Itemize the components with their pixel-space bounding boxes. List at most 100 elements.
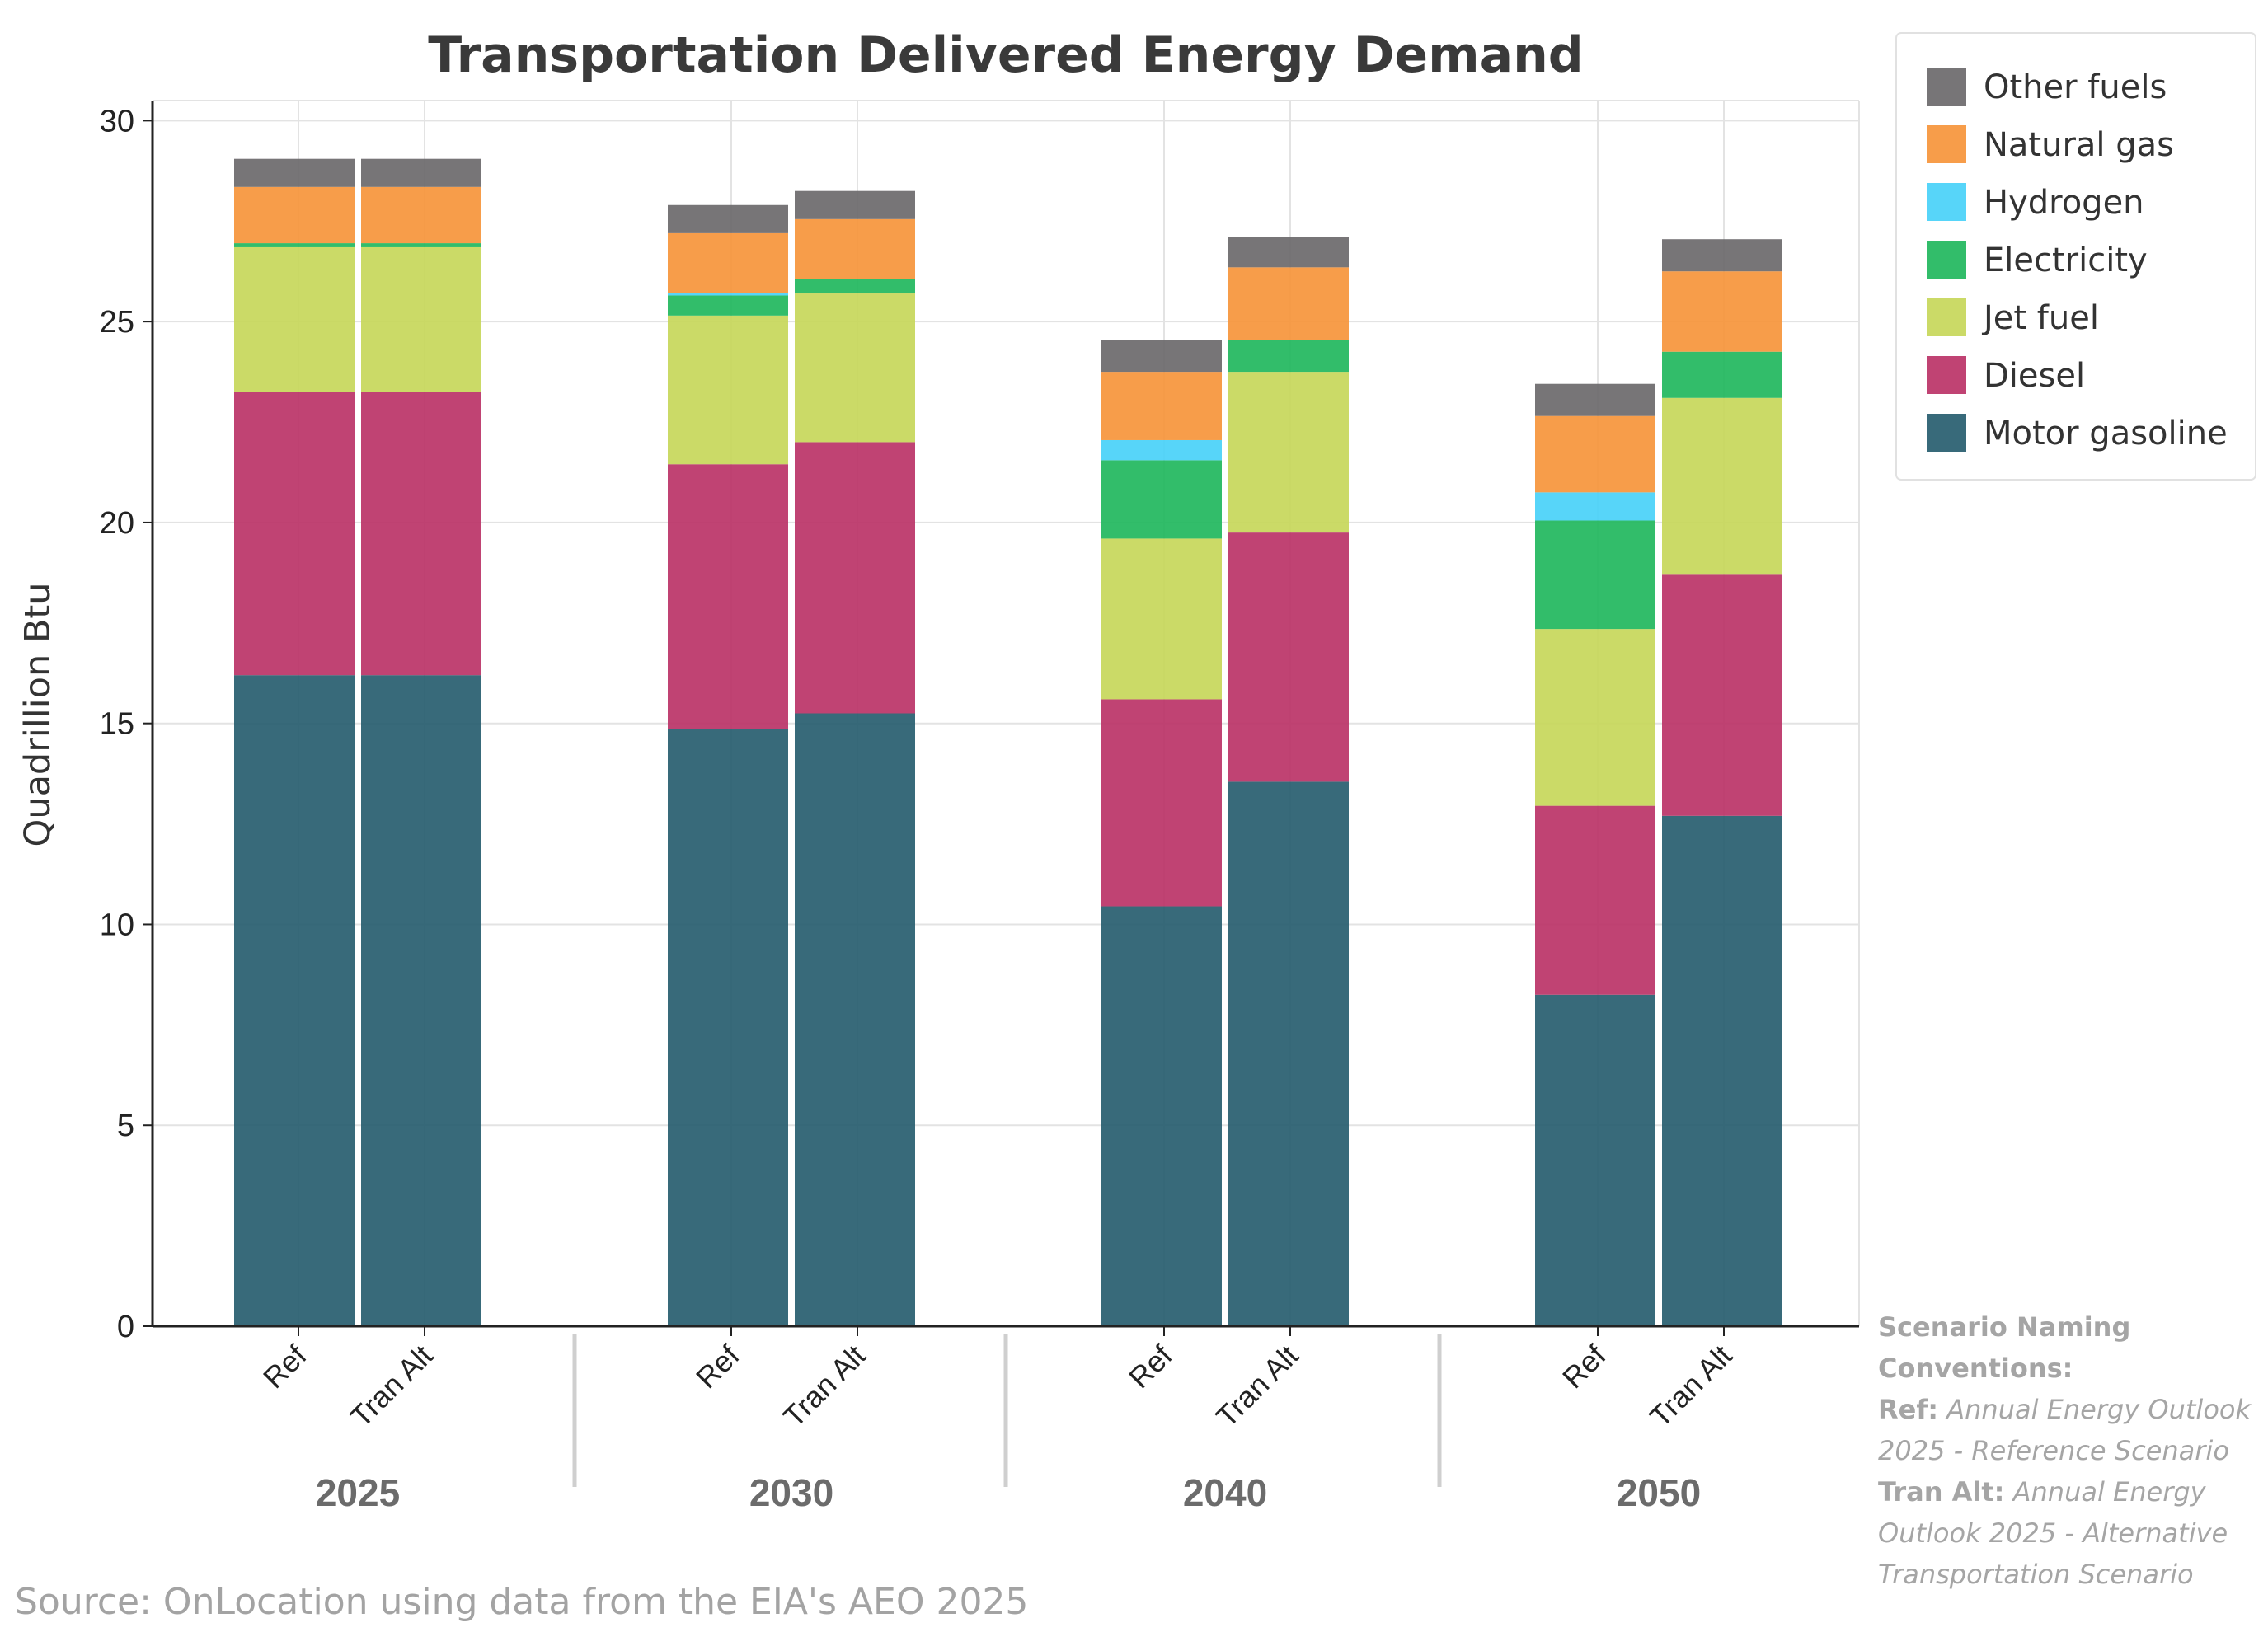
y-ticks: 0 5 10 15 20 25 30: [100, 104, 153, 1344]
bar-segment-diesel: [361, 392, 481, 676]
x-tick-label: Tran Alt: [777, 1339, 872, 1434]
axes: [151, 101, 1859, 1328]
bar-segment-diesel: [1101, 699, 1222, 907]
x-tick-label: Ref: [689, 1338, 746, 1395]
x-tick-label: Tran Alt: [1643, 1339, 1739, 1434]
note-alt-text-2: Outlook 2025 - Alternative: [1878, 1517, 2228, 1549]
bar-segment-other-fuels: [1662, 239, 1782, 272]
bar-segment-diesel: [795, 442, 915, 714]
bar-segment-other-fuels: [1101, 340, 1222, 373]
legend-box: [1895, 32, 2256, 481]
bar-segment-motor-gasoline: [795, 713, 915, 1326]
bar-segment-other-fuels: [1535, 383, 1655, 416]
bar-segment-other-fuels: [361, 158, 481, 187]
bar-segment-jet-fuel: [1662, 397, 1782, 575]
bar-segment-natural-gas: [1228, 267, 1349, 340]
bar-segment-diesel: [234, 392, 355, 676]
note-ref: Ref: Annual Energy Outlook: [1878, 1394, 2252, 1425]
bar-segment-jet-fuel: [1535, 629, 1655, 806]
group-label: 2040: [1183, 1471, 1267, 1514]
legend-label: Motor gasoline: [1984, 415, 2228, 453]
legend-swatch: [1927, 68, 1966, 106]
group-label: 2050: [1617, 1471, 1701, 1514]
bar-segment-electricity: [234, 243, 355, 247]
y-tick-label: 0: [117, 1310, 134, 1344]
legend-label: Natural gas: [1984, 126, 2174, 164]
y-tick-label: 15: [100, 707, 134, 742]
bar-segment-motor-gasoline: [1662, 815, 1782, 1326]
note-alt-text-1: Annual Energy: [2004, 1476, 2206, 1508]
bar-segment-hydrogen: [1535, 492, 1655, 521]
legend-label: Electricity: [1984, 242, 2148, 279]
y-tick-label: 10: [100, 907, 134, 942]
y-tick-label: 5: [117, 1109, 134, 1143]
bar-segment-hydrogen: [1101, 439, 1222, 461]
bar-segment-diesel: [1535, 805, 1655, 995]
x-tick-label: Ref: [1122, 1338, 1179, 1395]
bar-segment-diesel: [1662, 574, 1782, 816]
bar-segment-other-fuels: [234, 158, 355, 187]
note-heading-2: Conventions:: [1878, 1353, 2073, 1384]
bar-segment-diesel: [668, 464, 788, 730]
note-alt-label: Tran Alt:: [1878, 1476, 2004, 1508]
scenario-note: Scenario Naming Conventions: Ref: Annual…: [1878, 1311, 2252, 1590]
y-tick-label: 25: [100, 305, 134, 340]
bar-segment-natural-gas: [668, 232, 788, 294]
bar-segment-motor-gasoline: [234, 675, 355, 1326]
group-label: 2025: [316, 1471, 400, 1514]
bar-segment-natural-gas: [1662, 271, 1782, 352]
note-ref-text-1: Annual Energy Outlook: [1938, 1394, 2252, 1425]
legend-swatch: [1927, 241, 1966, 279]
note-ref-label: Ref:: [1878, 1394, 1938, 1425]
bars: [234, 158, 1782, 1326]
bar-segment-electricity: [668, 295, 788, 316]
bar-segment-other-fuels: [795, 190, 915, 219]
bar-segment-natural-gas: [361, 186, 481, 244]
y-tick-label: 30: [100, 104, 134, 138]
legend-swatch: [1927, 414, 1966, 452]
bar-segment-electricity: [1535, 520, 1655, 630]
bar-segment-other-fuels: [668, 204, 788, 233]
bar-segment-motor-gasoline: [668, 729, 788, 1326]
bar-segment-other-fuels: [1228, 237, 1349, 268]
chart-title: Transportation Delivered Energy Demand: [428, 26, 1584, 84]
bar-segment-hydrogen: [668, 293, 788, 296]
bar-segment-diesel: [1228, 532, 1349, 782]
legend-label: Other fuels: [1984, 68, 2167, 106]
legend-swatch: [1927, 298, 1966, 336]
bar-segment-motor-gasoline: [1228, 781, 1349, 1326]
bar-segment-motor-gasoline: [1535, 994, 1655, 1326]
note-alt: Tran Alt: Annual Energy: [1878, 1476, 2207, 1508]
bar-segment-natural-gas: [1535, 415, 1655, 493]
bar-segment-jet-fuel: [361, 246, 481, 392]
note-alt-text-3: Transportation Scenario: [1878, 1559, 2194, 1590]
source-note: Source: OnLocation using data from the E…: [15, 1581, 1028, 1623]
bar-segment-electricity: [1662, 351, 1782, 398]
bar-segment-natural-gas: [795, 218, 915, 279]
legend-swatch: [1927, 356, 1966, 394]
bar-segment-natural-gas: [1101, 372, 1222, 440]
x-ticks: Ref Tran Alt Ref Tran Alt Ref Tran Alt Ref Tran…: [256, 1326, 1739, 1433]
y-tick-label: 20: [100, 506, 134, 541]
bar-segment-motor-gasoline: [361, 675, 481, 1326]
bar-segment-natural-gas: [234, 186, 355, 244]
legend-label: Diesel: [1984, 357, 2085, 395]
bar-segment-electricity: [1101, 460, 1222, 539]
bar-segment-jet-fuel: [234, 246, 355, 392]
bar-segment-electricity: [795, 279, 915, 294]
bar-segment-electricity: [1228, 340, 1349, 373]
group-labels: 2025 2030 2040 2050: [316, 1334, 1701, 1514]
note-heading-1: Scenario Naming: [1878, 1311, 2130, 1343]
bar-segment-electricity: [361, 243, 481, 247]
legend-label: Jet fuel: [1981, 299, 2099, 337]
x-tick-label: Ref: [256, 1338, 313, 1395]
bar-segment-jet-fuel: [1228, 372, 1349, 533]
bar-segment-motor-gasoline: [1101, 906, 1222, 1326]
note-ref-text-2: 2025 - Reference Scenario: [1878, 1435, 2229, 1466]
bar-segment-jet-fuel: [1101, 538, 1222, 700]
legend-label: Hydrogen: [1984, 184, 2144, 222]
bar-segment-jet-fuel: [668, 315, 788, 465]
group-label: 2030: [749, 1471, 833, 1514]
legend: Other fuels Natural gas Hydrogen Electricit…: [1895, 32, 2256, 481]
